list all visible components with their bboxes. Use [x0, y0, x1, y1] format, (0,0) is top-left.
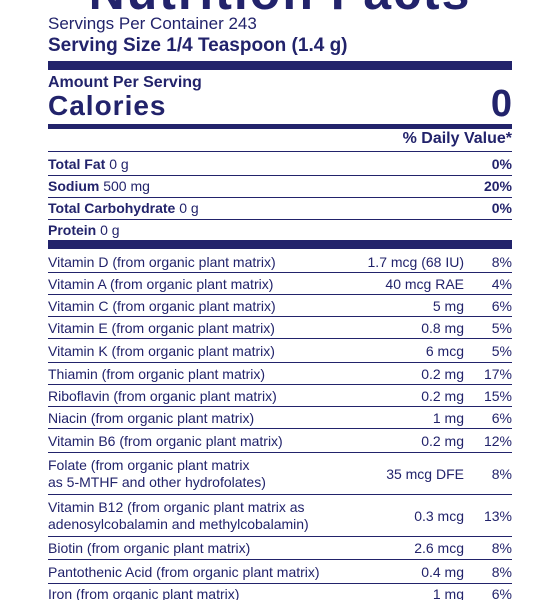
vitamin-row: Vitamin C (from organic plant matrix) 5 …: [48, 295, 512, 317]
thick-divider: [48, 61, 512, 70]
nutrient-name: Iron (from organic plant matrix): [48, 586, 240, 600]
nutrient-amount: 0.4 mg: [421, 564, 464, 580]
nutrient-amount: 0.2 mg: [421, 366, 464, 382]
vitamin-row: Vitamin B12 (from organic plant matrix a…: [48, 495, 512, 537]
nutrient-name: Vitamin C (from organic plant matrix): [48, 298, 276, 314]
nutrient-daily-value: 6%: [491, 298, 512, 314]
nutrient-amount: 35 mcg DFE: [386, 466, 464, 482]
nutrient-amount: 500 mg: [103, 178, 150, 194]
nutrient-name: Vitamin B6 (from organic plant matrix): [48, 433, 283, 449]
nutrient-name: Biotin (from organic plant matrix): [48, 540, 251, 556]
nutrient-name-line-2: adenosylcobalamin and methylcobalamin): [48, 516, 309, 532]
daily-value-header: % Daily Value*: [402, 130, 512, 147]
nutrient-daily-value: 0%: [491, 200, 512, 216]
nutrient-amount: 0 g: [109, 156, 129, 172]
calories-value: 0: [490, 83, 512, 125]
vitamin-row: Iron (from organic plant matrix) 1 mg 6%: [48, 584, 512, 600]
nutrient-daily-value: 20%: [483, 178, 512, 194]
nutrient-daily-value: 12%: [483, 433, 512, 449]
nutrient-daily-value: 8%: [491, 254, 512, 270]
label-title: Nutrition Facts: [48, 0, 512, 17]
vitamin-row: Niacin (from organic plant matrix) 1 mg …: [48, 407, 512, 429]
vitamin-row: Pantothenic Acid (from organic plant mat…: [48, 560, 512, 584]
nutrient-name: Thiamin (from organic plant matrix): [48, 366, 266, 382]
vitamin-row: Biotin (from organic plant matrix) 2.6 m…: [48, 537, 512, 560]
nutrient-name: Pantothenic Acid (from organic plant mat…: [48, 564, 320, 580]
nutrient-daily-value: 15%: [483, 388, 512, 404]
vitamin-row: Vitamin E (from organic plant matrix) 0.…: [48, 317, 512, 339]
nutrient-amount: 0.2 mg: [421, 388, 464, 404]
vitamin-row: Vitamin A (from organic plant matrix) 40…: [48, 273, 512, 295]
nutrient-name: Total Carbohydrate: [48, 200, 176, 216]
nutrient-daily-value: 6%: [491, 586, 512, 600]
vitamin-row: Thiamin (from organic plant matrix) 0.2 …: [48, 363, 512, 385]
nutrient-amount: 5 mg: [432, 298, 464, 314]
serving-size: Serving Size 1/4 Teaspoon (1.4 g): [48, 35, 348, 56]
nutrient-name: Riboflavin (from organic plant matrix): [48, 388, 277, 404]
nutrient-daily-value: 0%: [491, 156, 512, 172]
nutrient-daily-value: 8%: [491, 540, 512, 556]
nutrient-amount: 1.7 mcg (68 IU): [367, 254, 464, 270]
nutrient-name: Vitamin E (from organic plant matrix): [48, 320, 275, 336]
nutrient-daily-value: 4%: [491, 276, 512, 292]
nutrient-daily-value: 13%: [483, 508, 512, 524]
nutrient-daily-value: 5%: [491, 343, 512, 359]
nutrient-name: Sodium: [48, 178, 100, 194]
calories-label: Calories: [48, 90, 167, 121]
nutrient-amount: 40 mcg RAE: [385, 276, 464, 292]
amount-per-serving: Amount Per Serving: [48, 74, 202, 91]
nutrient-amount: 1 mg: [432, 410, 464, 426]
macro-row-sodium: Sodium 500 mg 20%: [48, 176, 512, 198]
nutrient-name: Vitamin A (from organic plant matrix): [48, 276, 274, 292]
vitamin-row: Vitamin K (from organic plant matrix) 6 …: [48, 339, 512, 363]
medium-divider: [48, 124, 512, 129]
nutrient-name: Vitamin D (from organic plant matrix): [48, 254, 276, 270]
nutrient-name: Niacin (from organic plant matrix): [48, 410, 255, 426]
nutrient-daily-value: 6%: [491, 410, 512, 426]
nutrient-name: Total Fat: [48, 156, 106, 172]
servings-per-container: Servings Per Container 243: [48, 14, 257, 33]
nutrient-name-line-2: as 5-MTHF and other hydrofolates): [48, 474, 266, 490]
macro-row-protein: Protein 0 g: [48, 220, 512, 240]
macro-row-total-fat: Total Fat 0 g 0%: [48, 154, 512, 176]
nutrient-amount: 0 g: [179, 200, 199, 216]
nutrient-amount: 0.2 mg: [421, 433, 464, 449]
nutrient-amount: 2.6 mcg: [414, 540, 464, 556]
vitamin-row: Vitamin B6 (from organic plant matrix) 0…: [48, 429, 512, 453]
nutrient-amount: 0.8 mg: [421, 320, 464, 336]
nutrient-amount: 0.3 mcg: [414, 508, 464, 524]
nutrient-name-line-1: Folate (from organic plant matrix: [48, 457, 250, 473]
macro-row-total-carbohydrate: Total Carbohydrate 0 g 0%: [48, 198, 512, 220]
vitamin-row: Vitamin D (from organic plant matrix) 1.…: [48, 251, 512, 273]
nutrient-daily-value: 5%: [491, 320, 512, 336]
nutrient-amount: 6 mcg: [425, 343, 464, 359]
nutrient-amount: 1 mg: [432, 586, 464, 600]
nutrient-daily-value: 17%: [483, 366, 512, 382]
nutrient-daily-value: 8%: [491, 564, 512, 580]
thick-divider: [48, 240, 512, 249]
nutrient-daily-value: 8%: [491, 466, 512, 482]
nutrient-name: Vitamin K (from organic plant matrix): [48, 343, 275, 359]
nutrient-name: Protein: [48, 222, 97, 238]
vitamin-row: Folate (from organic plant matrix as 5-M…: [48, 453, 512, 495]
vitamin-row: Riboflavin (from organic plant matrix) 0…: [48, 385, 512, 407]
nutrient-amount: 0 g: [100, 222, 120, 238]
thin-divider: [48, 151, 512, 152]
nutrient-name-line-1: Vitamin B12 (from organic plant matrix a…: [48, 499, 305, 515]
